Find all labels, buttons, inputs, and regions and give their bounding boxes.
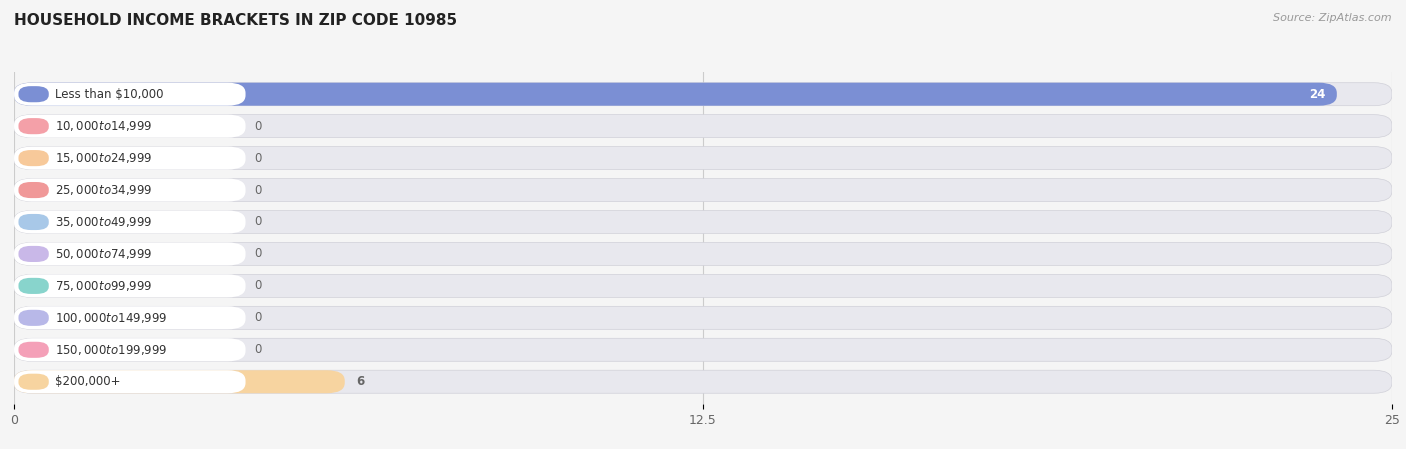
Text: Less than $10,000: Less than $10,000 [55,88,165,101]
FancyBboxPatch shape [14,211,246,233]
FancyBboxPatch shape [14,338,246,361]
FancyBboxPatch shape [14,114,1392,138]
FancyBboxPatch shape [14,370,1392,393]
FancyBboxPatch shape [18,86,49,102]
FancyBboxPatch shape [14,146,246,170]
Text: 0: 0 [254,311,262,324]
FancyBboxPatch shape [14,338,1392,361]
FancyBboxPatch shape [14,274,246,297]
FancyBboxPatch shape [18,310,49,326]
FancyBboxPatch shape [14,242,246,265]
Text: $200,000+: $200,000+ [55,375,121,388]
FancyBboxPatch shape [14,179,1392,202]
Text: 24: 24 [1309,88,1326,101]
Text: Source: ZipAtlas.com: Source: ZipAtlas.com [1274,13,1392,23]
Text: $150,000 to $199,999: $150,000 to $199,999 [55,343,167,357]
Text: 0: 0 [254,279,262,292]
Text: HOUSEHOLD INCOME BRACKETS IN ZIP CODE 10985: HOUSEHOLD INCOME BRACKETS IN ZIP CODE 10… [14,13,457,28]
Text: $25,000 to $34,999: $25,000 to $34,999 [55,183,153,197]
Text: $50,000 to $74,999: $50,000 to $74,999 [55,247,153,261]
FancyBboxPatch shape [18,182,49,198]
FancyBboxPatch shape [14,83,1337,106]
FancyBboxPatch shape [14,306,246,330]
FancyBboxPatch shape [14,211,1392,233]
Text: 0: 0 [254,184,262,197]
FancyBboxPatch shape [14,146,1392,170]
Text: 0: 0 [254,247,262,260]
FancyBboxPatch shape [18,214,49,230]
Text: 0: 0 [254,119,262,132]
FancyBboxPatch shape [14,306,1392,330]
FancyBboxPatch shape [14,83,246,106]
FancyBboxPatch shape [14,179,246,202]
FancyBboxPatch shape [18,246,49,262]
FancyBboxPatch shape [18,150,49,166]
FancyBboxPatch shape [18,342,49,358]
Text: $15,000 to $24,999: $15,000 to $24,999 [55,151,153,165]
Text: 0: 0 [254,152,262,165]
Text: $100,000 to $149,999: $100,000 to $149,999 [55,311,167,325]
FancyBboxPatch shape [18,118,49,134]
Text: 0: 0 [254,343,262,357]
FancyBboxPatch shape [18,278,49,294]
Text: 0: 0 [254,216,262,229]
FancyBboxPatch shape [18,374,49,390]
Text: 6: 6 [356,375,364,388]
FancyBboxPatch shape [14,242,1392,265]
FancyBboxPatch shape [14,370,246,393]
Text: $10,000 to $14,999: $10,000 to $14,999 [55,119,153,133]
Text: $75,000 to $99,999: $75,000 to $99,999 [55,279,153,293]
FancyBboxPatch shape [14,83,1392,106]
Text: $35,000 to $49,999: $35,000 to $49,999 [55,215,153,229]
FancyBboxPatch shape [14,370,344,393]
FancyBboxPatch shape [14,114,246,138]
FancyBboxPatch shape [14,274,1392,297]
